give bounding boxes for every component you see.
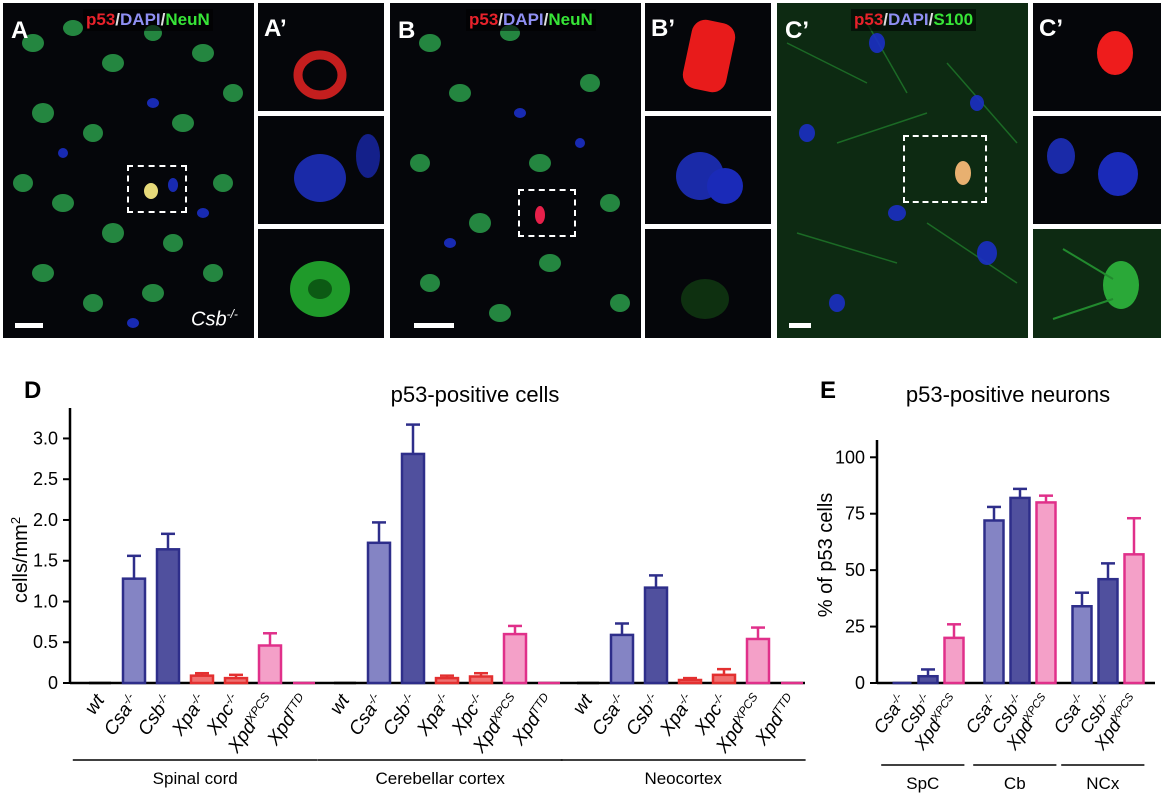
chart-d-y-tick-label: 2.0	[33, 510, 58, 530]
chart-d-bar	[223, 676, 249, 685]
panel-letter-e: E	[820, 377, 836, 404]
chart-e-bar	[1009, 496, 1031, 685]
p53-positive-cell	[535, 206, 545, 224]
chart-d-bar	[502, 632, 528, 685]
chart-d-genotype-label: Csb-/-	[622, 690, 665, 739]
chart-e-group-label: NCx	[1086, 774, 1120, 793]
chart-d-genotype-label: wt	[569, 690, 598, 718]
chart-d-y-tick-label: 1.5	[33, 551, 58, 571]
chart-d-genotype-label: wt	[326, 690, 355, 718]
p53-positive-cell	[955, 161, 971, 185]
chart-d-y-tick-label: 2.5	[33, 469, 58, 489]
chart-e-y-tick-label: 100	[835, 447, 865, 467]
chart-d-group-label: Spinal cord	[153, 769, 238, 788]
chart-d-genotype-label: Csb-/-	[134, 690, 177, 739]
panel-letter-d: D	[24, 377, 41, 404]
chart-d-bar	[609, 633, 635, 685]
chart-e-group-label: Cb	[1004, 774, 1026, 793]
chart-d-genotype-label: Csb-/-	[379, 690, 422, 739]
chart-e-bar	[983, 519, 1005, 685]
micrograph-panel-b: B p53/DAPI/NeuN	[390, 3, 641, 338]
chart-e-bar	[1097, 577, 1119, 685]
chart-e-bar	[943, 636, 965, 685]
micrograph-panel-a: A p53/DAPI/NeuN Csb-/-	[3, 3, 254, 338]
chart-e-y-tick-label: 25	[845, 617, 865, 637]
chart-e-bar	[1071, 605, 1093, 685]
chart-d-bar	[257, 644, 283, 685]
micrograph-c-cells	[777, 3, 1028, 338]
chart-d-genotype-label: Csa-/-	[345, 690, 388, 739]
chart-d-bar	[643, 586, 669, 685]
chart-d-genotype-label: Xpa-/-	[655, 690, 699, 740]
panel-letter-b-zoom: B’	[651, 15, 675, 42]
panel-letter-c: C’	[785, 17, 809, 44]
chart-d-bar	[745, 637, 771, 685]
stain-legend-a: p53/DAPI/NeuN	[83, 9, 213, 31]
chart-d-bar	[434, 676, 460, 685]
zoom-region-box-b	[518, 189, 576, 237]
zoom-panel-c-blue	[1033, 116, 1161, 224]
chart-d-group-label: Neocortex	[644, 769, 722, 788]
chart-d-bar	[711, 673, 737, 685]
panel-letter-c-zoom: C’	[1039, 15, 1063, 42]
zoom-region-box-a	[127, 165, 187, 213]
stain-legend-c: p53/DAPI/S100	[851, 9, 977, 31]
chart-e-group-label: SpC	[906, 774, 939, 793]
chart-e-bar	[1035, 501, 1057, 685]
chart-d-marks: 00.51.01.52.02.53.0wtCsa-/-Csb-/-Xpa-/-X…	[33, 408, 806, 788]
chart-d-bar	[189, 674, 215, 685]
micrograph-a-cells	[13, 20, 243, 328]
panel-letter-a-zoom: A’	[264, 15, 287, 42]
chart-d-genotype-label: wt	[81, 690, 110, 718]
panel-letter-a: A	[11, 17, 29, 44]
zoom-panel-a-blue	[258, 116, 384, 224]
stain-legend-b: p53/DAPI/NeuN	[466, 9, 596, 31]
chart-d-bar	[468, 675, 494, 685]
scale-bar-a	[15, 323, 43, 328]
chart-e-y-tick-label: 75	[845, 504, 865, 524]
chart-d-y-tick-label: 1.0	[33, 591, 58, 611]
chart-d-genotype-label: Xpa-/-	[167, 690, 211, 740]
chart-d-genotype-label: Xpa-/-	[412, 690, 456, 740]
zoom-panel-b-blue	[645, 116, 771, 224]
chart-d-title: p53-positive cells	[391, 382, 560, 407]
zoom-panel-b-green	[645, 229, 771, 338]
chart-e-y-tick-label: 0	[855, 673, 865, 693]
zoom-region-box-c	[903, 135, 987, 203]
zoom-panel-c-red: C’	[1033, 3, 1161, 111]
chart-d-bar	[400, 452, 426, 685]
micrograph-panel-c: C’ p53/DAPI/S100	[777, 3, 1028, 338]
chart-e-bar	[1123, 553, 1145, 685]
p53-positive-cell	[144, 183, 158, 199]
genotype-label-a: Csb-/-	[191, 307, 238, 331]
scale-bar-c	[789, 323, 811, 328]
zoom-panel-a-red: A’	[258, 3, 384, 111]
zoom-panel-a-green	[258, 229, 384, 338]
chart-d-y-tick-label: 0	[48, 673, 58, 693]
chart-d-genotype-label: Csa-/-	[100, 690, 143, 739]
chart-d-bar	[155, 548, 181, 685]
chart-e-marks: 0255075100Csa-/-Csb-/-XpdXPCSSpCCsa-/-Cs…	[835, 440, 1155, 793]
chart-d-bar	[121, 577, 147, 685]
chart-e-bar	[917, 674, 939, 685]
chart-d-y-tick-label: 3.0	[33, 428, 58, 448]
chart-d-bar	[366, 541, 392, 685]
chart-d-genotype-label: Csa-/-	[588, 690, 631, 739]
chart-e-ylabel: % of p53 cells	[815, 493, 837, 618]
chart-d-y-tick-label: 0.5	[33, 632, 58, 652]
scale-bar-b	[414, 323, 454, 328]
micrograph-b-cells	[410, 25, 630, 322]
chart-d-group-label: Cerebellar cortex	[375, 769, 505, 788]
chart-d-ylabel: cells/mm2	[8, 517, 33, 603]
chart-e-y-tick-label: 50	[845, 560, 865, 580]
zoom-panel-c-green	[1033, 229, 1161, 338]
zoom-panel-b-red: B’	[645, 3, 771, 111]
panel-letter-b: B	[398, 17, 416, 44]
chart-e-title: p53-positive neurons	[906, 382, 1110, 407]
